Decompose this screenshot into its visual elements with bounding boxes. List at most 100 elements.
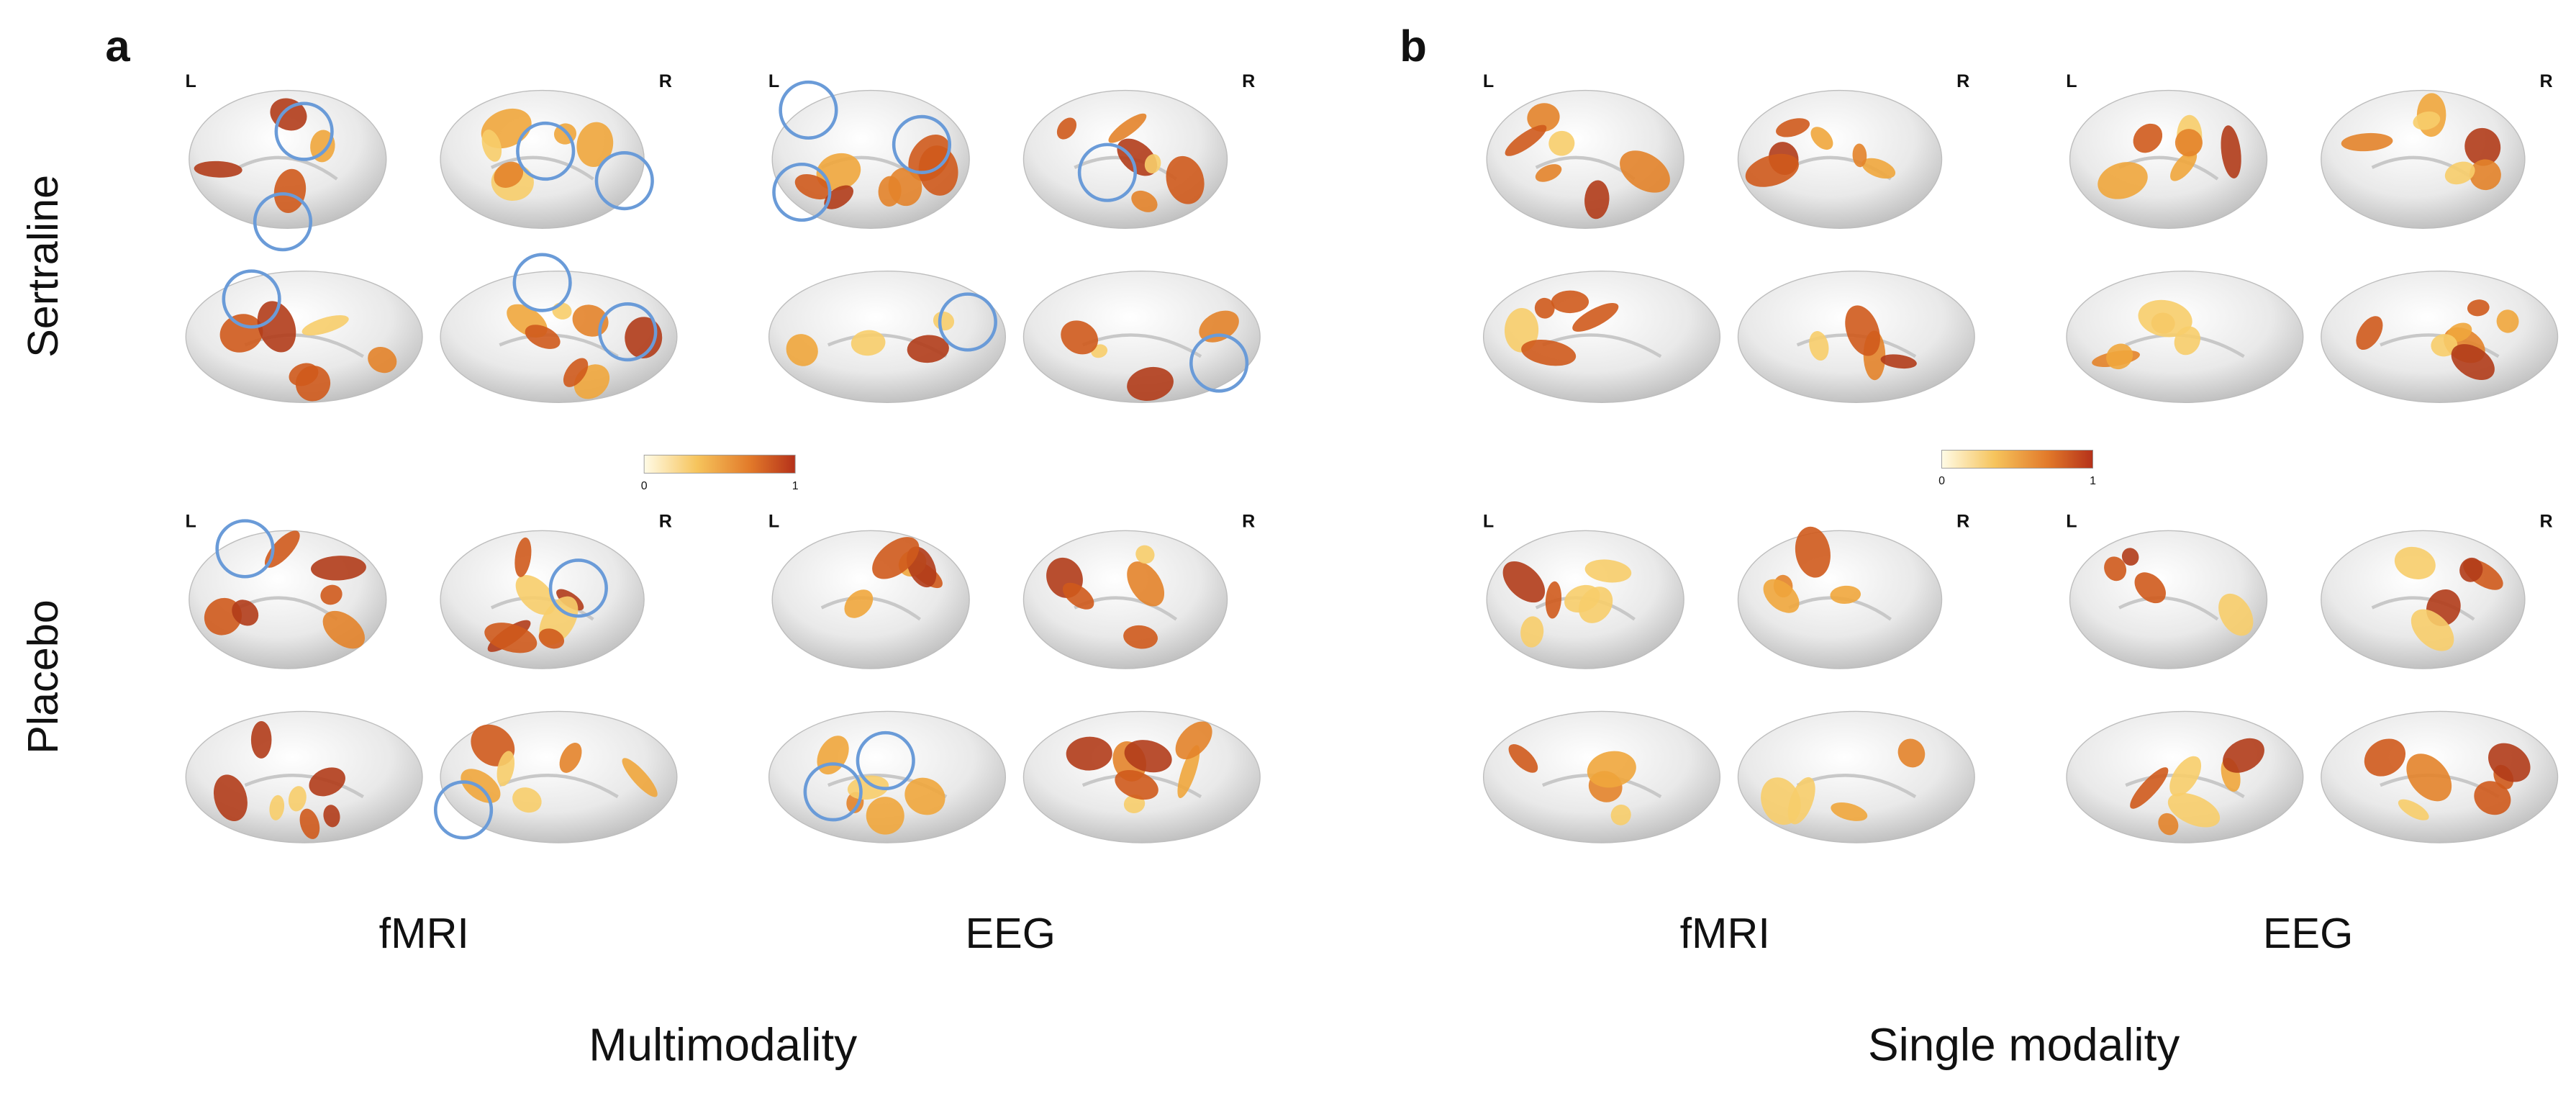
activation-region xyxy=(2413,111,2441,130)
activation-region xyxy=(301,315,349,336)
activation-region xyxy=(824,185,854,209)
highlight-circle xyxy=(274,101,334,161)
activation-region xyxy=(622,758,658,797)
activation-region xyxy=(794,174,832,200)
hemisphere-label: L xyxy=(1483,512,1494,532)
activation-region xyxy=(257,301,296,353)
activation-region xyxy=(1809,331,1829,361)
activation-region xyxy=(1123,625,1158,649)
activation-region xyxy=(907,335,949,363)
highlight-circle xyxy=(433,780,494,840)
activation-region xyxy=(2364,738,2406,777)
activation-region xyxy=(2121,548,2139,566)
activation-region xyxy=(2411,609,2454,651)
activation-region xyxy=(2398,799,2429,820)
activation-region xyxy=(2104,556,2127,582)
activation-region xyxy=(368,346,397,374)
activation-region xyxy=(1572,303,1619,332)
activation-region xyxy=(1897,738,1926,768)
colorbar xyxy=(643,454,796,474)
activation-region xyxy=(213,774,248,822)
column-label: EEG xyxy=(966,909,1056,957)
activation-region xyxy=(1830,585,1861,604)
activation-region xyxy=(1587,751,1636,788)
activation-region xyxy=(2459,557,2483,582)
activation-region xyxy=(625,317,663,359)
activation-region xyxy=(2488,743,2531,782)
activation-region xyxy=(219,314,263,353)
activation-region xyxy=(2406,754,2452,802)
activation-region xyxy=(1584,180,1610,220)
highlight-circle xyxy=(938,292,997,352)
activation-region xyxy=(2218,593,2254,636)
activation-region xyxy=(2097,162,2148,199)
activation-region xyxy=(2174,326,2201,356)
activation-region xyxy=(288,786,307,812)
hemisphere-label: L xyxy=(768,71,779,91)
hemisphere-label: L xyxy=(768,512,779,532)
hemisphere-label: R xyxy=(1956,512,1969,532)
sulcus xyxy=(244,774,365,799)
activation-region xyxy=(1127,366,1174,401)
activation-region xyxy=(2133,123,2163,153)
activation-region xyxy=(273,168,307,213)
activation-region xyxy=(1144,154,1161,173)
highlight-circle xyxy=(1077,142,1137,202)
hemisphere-label: L xyxy=(1483,71,1494,91)
panel-letter: a xyxy=(105,22,130,71)
activation-region xyxy=(269,795,285,820)
hemisphere-label: R xyxy=(1242,71,1255,91)
activation-region xyxy=(1135,545,1155,564)
sulcus xyxy=(2118,596,2219,621)
activation-region xyxy=(2221,125,2241,178)
activation-region xyxy=(538,628,565,649)
activation-region xyxy=(1521,339,1577,366)
activation-region xyxy=(2167,792,2221,828)
activation-region xyxy=(250,721,272,759)
activation-region xyxy=(1505,125,1547,156)
highlight-circle xyxy=(779,80,838,140)
activation-region xyxy=(2394,546,2436,580)
activation-region xyxy=(1745,153,1799,187)
activation-region xyxy=(194,160,242,178)
activation-region xyxy=(1578,587,1613,623)
activation-region xyxy=(1127,561,1165,607)
activation-region xyxy=(289,363,319,386)
highlight-circle xyxy=(253,192,313,252)
activation-region xyxy=(1831,802,1868,821)
hemisphere-label: R xyxy=(2540,512,2553,532)
activation-region xyxy=(270,98,307,131)
row-label: Sertraline xyxy=(19,175,67,358)
activation-region xyxy=(1763,579,1800,613)
activation-region xyxy=(512,787,542,813)
hemisphere-label: R xyxy=(2540,71,2553,91)
activation-region xyxy=(494,161,524,188)
activation-region xyxy=(1810,127,1833,150)
activation-region xyxy=(1545,581,1562,619)
activation-region xyxy=(515,575,555,615)
activation-region xyxy=(878,176,902,207)
hemisphere-label: R xyxy=(1956,71,1969,91)
activation-region xyxy=(525,325,561,349)
hemisphere-label: L xyxy=(2066,71,2077,91)
activation-region xyxy=(872,537,920,579)
activation-region xyxy=(1620,150,1670,193)
activation-region xyxy=(299,808,320,839)
activation-region xyxy=(908,134,951,181)
activation-region xyxy=(904,777,945,815)
activation-region xyxy=(866,797,904,835)
activation-region xyxy=(2444,161,2475,185)
hemisphere-label: L xyxy=(185,71,196,91)
activation-region xyxy=(481,130,502,162)
activation-region xyxy=(1124,740,1172,773)
activation-region xyxy=(2451,344,2495,380)
activation-region xyxy=(1861,158,1896,179)
activation-region xyxy=(1115,769,1158,800)
activation-region xyxy=(2170,150,2198,181)
colorbar-max: 1 xyxy=(792,480,799,492)
hemisphere-label: R xyxy=(659,512,672,532)
activation-region xyxy=(2134,572,2166,604)
activation-region xyxy=(1199,310,1239,343)
panel-letter: b xyxy=(1400,22,1427,71)
